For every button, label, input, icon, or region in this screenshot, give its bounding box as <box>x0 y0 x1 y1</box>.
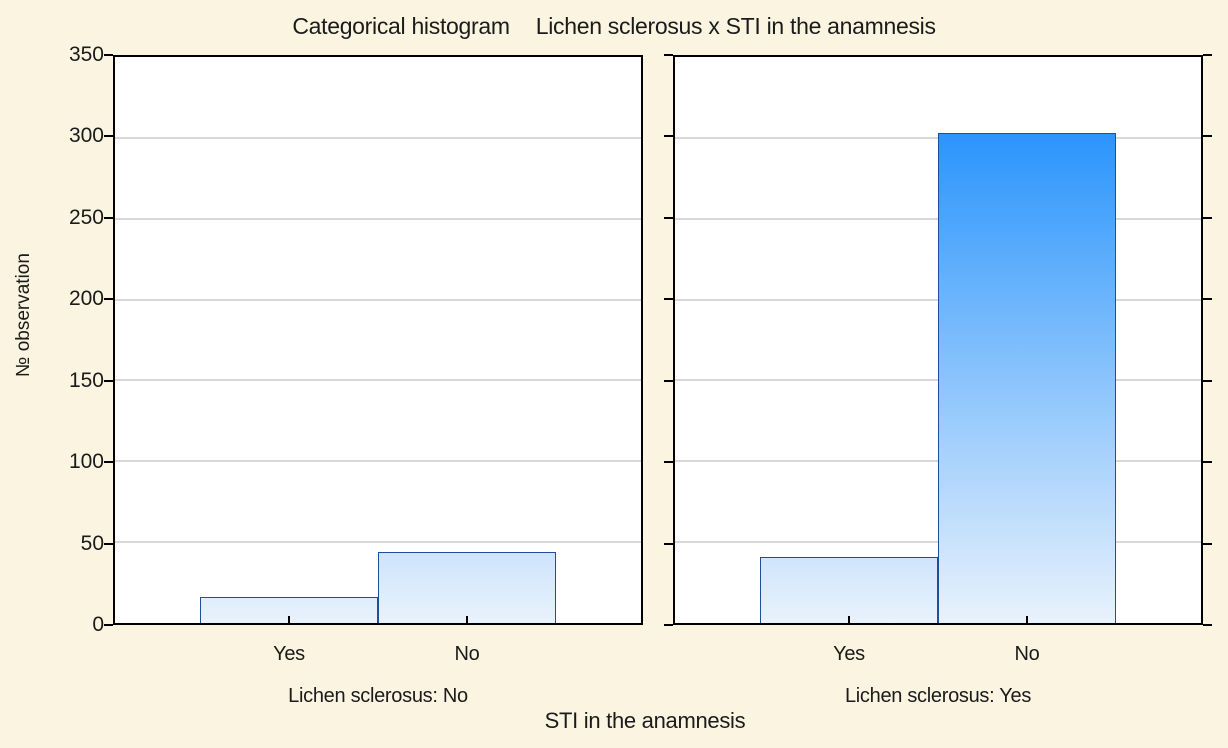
y-axis-tick <box>1203 54 1212 56</box>
panel-frame-0 <box>113 55 643 625</box>
y-axis-tick <box>1203 298 1212 301</box>
y-axis-tick <box>664 624 673 626</box>
y-tick-label-0: 0 <box>92 613 104 636</box>
bar-lichen-sclerosus--yes-no[interactable] <box>938 133 1116 623</box>
y-tick-label-350: 350 <box>68 43 104 66</box>
y-axis-tick <box>664 298 673 301</box>
y-axis-tick <box>104 54 113 56</box>
y-tick-label-300: 300 <box>68 124 104 148</box>
y-axis-tick <box>104 461 113 464</box>
y-tick-label-50: 50 <box>80 531 104 555</box>
y-axis-tick <box>664 54 673 56</box>
x-axis-tick <box>848 616 850 623</box>
y-tick-label-250: 250 <box>68 205 104 229</box>
x-tick-label-no: No <box>1014 643 1040 665</box>
y-axis-tick <box>104 135 113 138</box>
panel-caption-1: Lichen sclerosus: Yes <box>844 685 1032 707</box>
y-axis-title: № observation <box>13 253 34 377</box>
y-axis-tick <box>104 216 113 219</box>
chart-title-right: Lichen sclerosus x STI in the anamnesis <box>535 13 936 39</box>
gridline-250 <box>115 217 641 220</box>
y-axis-tick <box>664 379 673 382</box>
x-axis-title: STI in the anamnesis <box>544 708 746 733</box>
y-tick-label-100: 100 <box>68 450 104 474</box>
y-axis-tick <box>664 542 673 545</box>
y-axis-tick <box>1203 542 1212 545</box>
y-axis-tick <box>104 379 113 382</box>
y-axis-tick <box>1203 461 1212 464</box>
bar-lichen-sclerosus--no-no[interactable] <box>378 552 556 623</box>
x-tick-label-yes: Yes <box>833 643 865 665</box>
gridline-150 <box>115 379 641 382</box>
y-axis-tick <box>1203 379 1212 382</box>
panel-caption-0: Lichen sclerosus: No <box>288 685 468 707</box>
y-tick-label-150: 150 <box>68 368 104 392</box>
y-axis-tick <box>104 298 113 301</box>
y-axis-tick <box>1203 624 1212 626</box>
x-axis-tick <box>466 616 468 623</box>
y-axis-tick <box>104 542 113 545</box>
gridline-50 <box>115 541 641 544</box>
x-axis-tick <box>1026 616 1028 623</box>
chart-title-left: Categorical histogram <box>292 13 510 39</box>
chart-title: Categorical histogram Lichen sclerosus x… <box>0 13 1228 40</box>
x-axis-tick <box>288 616 290 623</box>
gridline-100 <box>115 460 641 463</box>
gridline-200 <box>115 298 641 301</box>
y-axis-tick <box>1203 216 1212 219</box>
y-axis-tick <box>664 216 673 219</box>
x-tick-label-no: No <box>454 643 480 665</box>
y-axis-tick <box>664 135 673 138</box>
y-tick-label-200: 200 <box>68 287 104 311</box>
panel-frame-1 <box>673 55 1203 625</box>
y-axis-tick <box>104 624 113 626</box>
bar-lichen-sclerosus--yes-yes[interactable] <box>760 557 938 623</box>
y-axis-tick <box>664 461 673 464</box>
gridline-300 <box>115 136 641 139</box>
x-tick-label-yes: Yes <box>273 643 305 665</box>
y-axis-tick <box>1203 135 1212 138</box>
